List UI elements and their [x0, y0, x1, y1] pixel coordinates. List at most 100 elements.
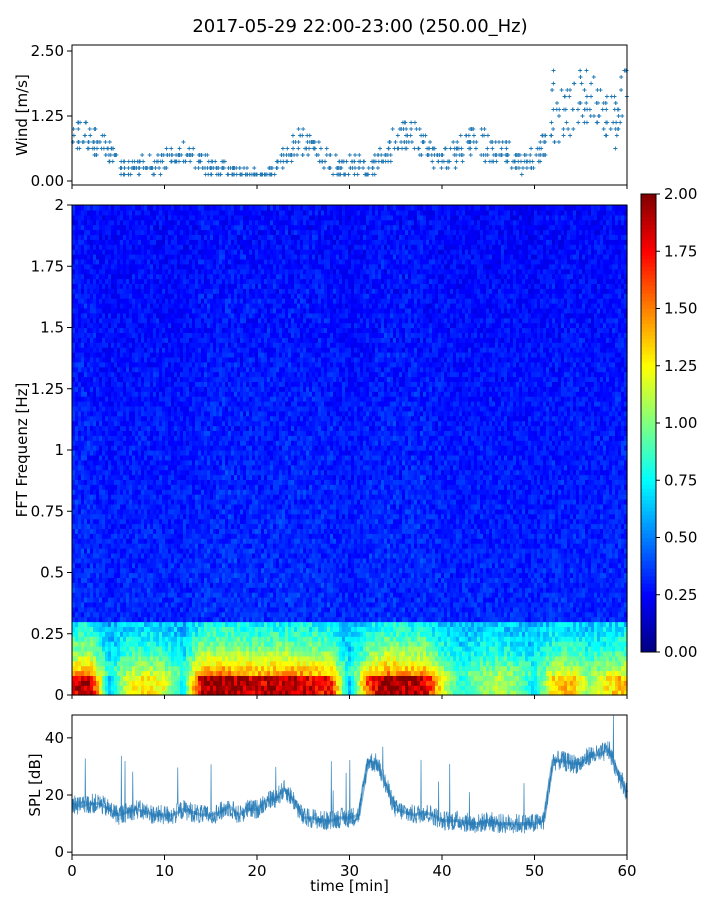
wind-point — [535, 147, 539, 151]
wind-point — [156, 153, 160, 157]
wind-point — [614, 101, 618, 105]
wind-point — [584, 101, 588, 105]
wind-point — [588, 108, 592, 112]
wind-point — [292, 153, 296, 157]
wind-point — [357, 153, 361, 157]
wind-point — [109, 147, 113, 151]
wind-point — [557, 140, 561, 144]
wind-point — [565, 121, 569, 125]
wind-point — [455, 160, 459, 164]
wind-point — [553, 140, 557, 144]
wind-point — [356, 173, 360, 177]
wind-point — [108, 140, 112, 144]
wind-point — [297, 127, 301, 131]
wind-point — [517, 166, 521, 170]
wind-point — [561, 127, 565, 131]
wind-point — [334, 153, 338, 157]
wind-point — [191, 147, 195, 151]
wind-point — [357, 166, 361, 170]
wind-point — [348, 153, 352, 157]
wind-point — [291, 147, 295, 151]
wind-point — [580, 82, 584, 86]
wind-point — [469, 153, 473, 157]
wind-point — [555, 101, 559, 105]
wind-point — [423, 134, 427, 138]
wind-point — [338, 173, 342, 177]
wind-point — [206, 166, 210, 170]
wind-point — [409, 121, 413, 125]
wind-point — [83, 134, 87, 138]
wind-point — [281, 147, 285, 151]
wind-point — [242, 166, 246, 170]
wind-point — [196, 166, 200, 170]
wind-point — [589, 95, 593, 99]
wind-point — [576, 121, 580, 125]
wind-point — [549, 134, 553, 138]
wind-point — [486, 134, 490, 138]
wind-ytick-label: 2.50 — [31, 42, 64, 60]
wind-point — [578, 69, 582, 73]
wind-point — [391, 127, 395, 131]
wind-point — [485, 147, 489, 151]
wind-point — [178, 147, 182, 151]
wind-point — [418, 127, 422, 131]
wind-ylabel: Wind [m/s] — [13, 74, 31, 156]
wind-point — [280, 153, 284, 157]
wind-point — [370, 166, 374, 170]
wind-point — [568, 134, 572, 138]
wind-point — [348, 166, 352, 170]
wind-point — [572, 82, 576, 86]
wind-point — [252, 166, 256, 170]
wind-point — [609, 127, 613, 131]
wind-point — [460, 147, 464, 151]
wind-point — [474, 147, 478, 151]
wind-point — [413, 121, 417, 125]
wind-point — [119, 160, 123, 164]
wind-point — [389, 153, 393, 157]
wind-point — [137, 173, 141, 177]
wind-point — [343, 173, 347, 177]
wind-point — [322, 166, 326, 170]
wind-point — [459, 134, 463, 138]
wind-point — [132, 166, 136, 170]
wind-point — [76, 127, 80, 131]
wind-point — [148, 153, 152, 157]
wind-point — [77, 140, 81, 144]
wind-point — [238, 166, 242, 170]
wind-point — [84, 121, 88, 125]
wind-point — [191, 153, 195, 157]
wind-point — [331, 173, 335, 177]
wind-point — [219, 173, 223, 177]
wind-point — [137, 166, 141, 170]
wind-point — [436, 160, 440, 164]
wind-point — [567, 95, 571, 99]
wind-point — [583, 108, 587, 112]
wind-point — [616, 127, 620, 131]
wind-point — [432, 166, 436, 170]
wind-point — [479, 153, 483, 157]
wind-point — [525, 166, 529, 170]
wind-point — [307, 147, 311, 151]
figure-title: 2017-05-29 22:00-23:00 (250.00_Hz) — [192, 16, 527, 37]
wind-point — [417, 147, 421, 151]
wind-point — [379, 153, 383, 157]
wind-point — [285, 147, 289, 151]
wind-point — [243, 173, 247, 177]
wind-point — [612, 95, 616, 99]
wind-point — [520, 173, 524, 177]
wind-point — [170, 153, 174, 157]
wind-point — [604, 134, 608, 138]
wind-point — [153, 166, 157, 170]
wind-point — [563, 95, 567, 99]
wind-point — [507, 140, 511, 144]
wind-point — [551, 108, 555, 112]
wind-point — [602, 127, 606, 131]
wind-ytick-label: 0.00 — [31, 172, 64, 190]
wind-point — [274, 166, 278, 170]
wind-point — [550, 88, 554, 92]
wind-point — [290, 160, 294, 164]
wind-point — [555, 108, 559, 112]
wind-point — [107, 160, 111, 164]
wind-point — [490, 147, 494, 151]
wind-point — [296, 147, 300, 151]
